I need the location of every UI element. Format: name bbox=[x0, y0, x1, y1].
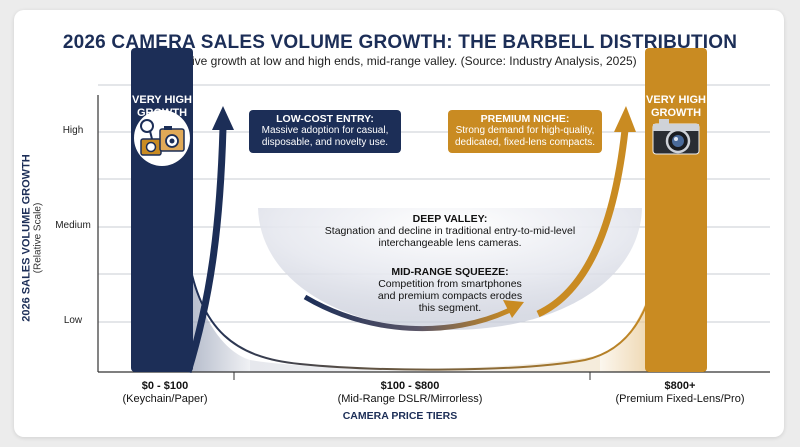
squeeze-arrow bbox=[303, 294, 512, 332]
chart-subtitle: Massive growth at low and high ends, mid… bbox=[163, 54, 637, 68]
bar-low-cost-label-line2: GROWTH bbox=[136, 107, 188, 119]
callout-premium-line2: dedicated, fixed-lens compacts. bbox=[454, 137, 596, 148]
squeeze-arrowhead bbox=[503, 300, 524, 318]
tier-high: $800+ (Premium Fixed-Lens/Pro) bbox=[600, 380, 760, 406]
callout-premium-niche: PREMIUM NICHE: Strong demand for high-qu… bbox=[448, 110, 602, 153]
y-tick-low: Low bbox=[63, 315, 83, 326]
deep-valley-title: DEEP VALLEY: bbox=[412, 213, 488, 225]
callout-premium-title: PREMIUM NICHE: bbox=[480, 113, 570, 125]
tier-mid-range: $100 - $800 bbox=[380, 380, 440, 392]
mid-range-squeeze-line3: this segment. bbox=[418, 302, 482, 314]
premium-camera-icon bbox=[652, 119, 700, 155]
tier-high-range: $800+ bbox=[664, 380, 696, 392]
low-cost-arrow bbox=[184, 127, 227, 374]
mid-range-squeeze-line1: Competition from smartphones bbox=[378, 278, 522, 290]
y-tick-high: High bbox=[62, 125, 84, 136]
bar-premium-label: VERY HIGH GROWTH bbox=[645, 94, 707, 120]
premium-arrow bbox=[536, 129, 629, 318]
x-axis-title: CAMERA PRICE TIERS bbox=[342, 410, 458, 422]
callout-low-cost-line1: Massive adoption for casual, bbox=[261, 125, 389, 136]
callout-low-cost-entry: LOW-COST ENTRY: Massive adoption for cas… bbox=[249, 110, 401, 153]
mid-range-squeeze-line2: and premium compacts erodes bbox=[377, 290, 523, 302]
low-cost-arrowhead bbox=[212, 106, 234, 130]
keychain-camera-icon bbox=[134, 110, 190, 166]
callout-premium-line1: Strong demand for high-quality, bbox=[455, 125, 595, 136]
annotation-deep-valley: DEEP VALLEY: Stagnation and decline in t… bbox=[275, 213, 625, 249]
y-tick-medium: Medium bbox=[55, 220, 91, 231]
deep-valley-line1: Stagnation and decline in traditional en… bbox=[324, 225, 576, 237]
bar-low-cost-label-line1: VERY HIGH bbox=[132, 94, 192, 106]
tier-mid-desc: (Mid-Range DSLR/Mirrorless) bbox=[337, 393, 483, 405]
y-axis-title: 2026 SALES VOLUME GROWTH bbox=[20, 154, 33, 322]
tier-low-range: $0 - $100 bbox=[141, 380, 189, 392]
bar-premium-label-line2: GROWTH bbox=[650, 107, 702, 119]
chart-title: 2026 CAMERA SALES VOLUME GROWTH: THE BAR… bbox=[62, 32, 738, 53]
annotation-mid-range-squeeze: MID-RANGE SQUEEZE: Competition from smar… bbox=[325, 266, 575, 314]
tier-low-desc: (Keychain/Paper) bbox=[122, 393, 208, 405]
y-axis-label: 2026 SALES VOLUME GROWTH (Relative Scale… bbox=[2, 154, 62, 321]
callout-low-cost-title: LOW-COST ENTRY: bbox=[276, 113, 374, 125]
barbell-curve bbox=[187, 239, 661, 371]
bar-premium-label-line1: VERY HIGH bbox=[646, 94, 706, 106]
callout-low-cost-line2: disposable, and novelty use. bbox=[261, 137, 389, 148]
bar-low-cost-label: VERY HIGH GROWTH bbox=[131, 94, 193, 120]
y-axis-subtitle: (Relative Scale) bbox=[32, 202, 44, 274]
distribution-fill-left bbox=[188, 255, 250, 372]
mid-range-squeeze-title: MID-RANGE SQUEEZE: bbox=[391, 266, 509, 278]
tier-high-desc: (Premium Fixed-Lens/Pro) bbox=[615, 393, 745, 405]
premium-arrowhead bbox=[614, 106, 636, 132]
deep-valley-dome bbox=[258, 208, 642, 330]
deep-valley-line2: interchangeable lens cameras. bbox=[378, 237, 522, 249]
tier-mid: $100 - $800 (Mid-Range DSLR/Mirrorless) bbox=[320, 380, 500, 406]
tier-low: $0 - $100 (Keychain/Paper) bbox=[100, 380, 230, 406]
